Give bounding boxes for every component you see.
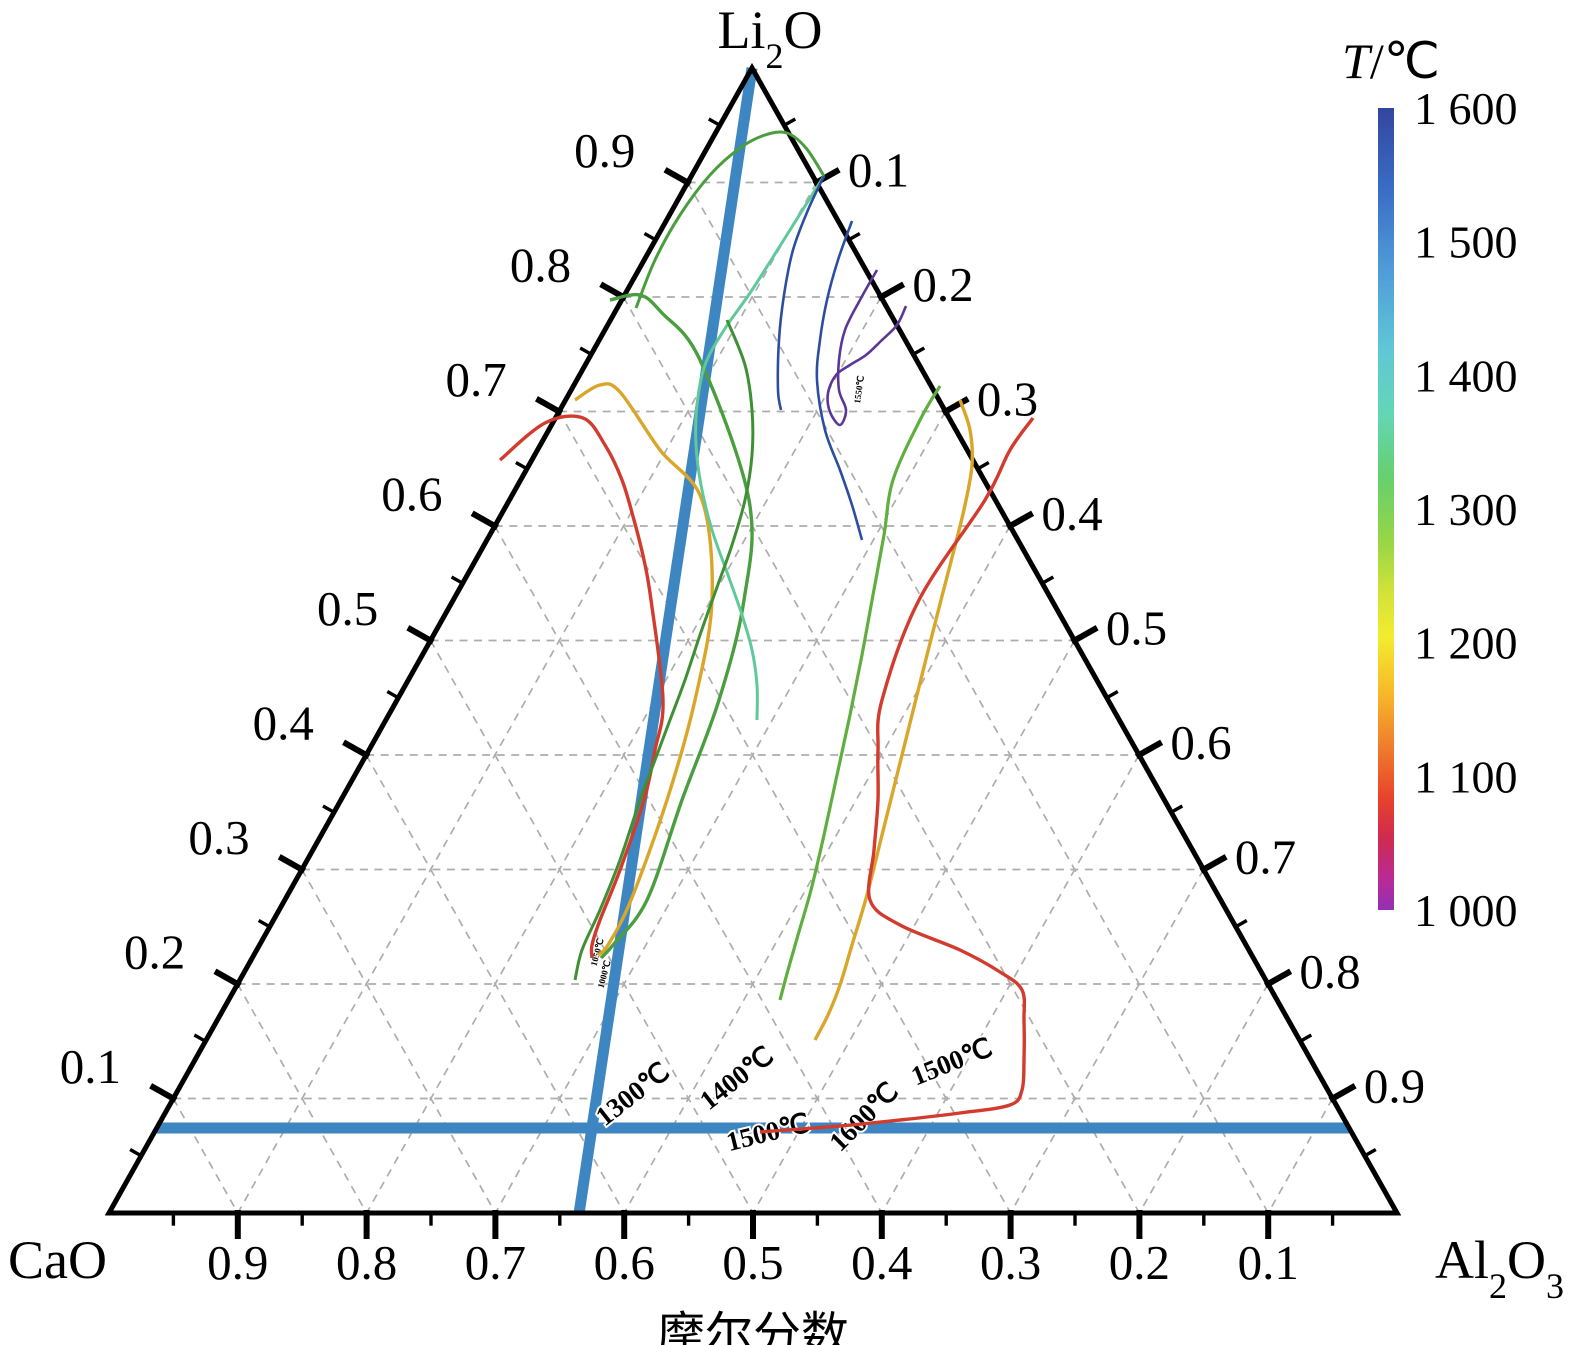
svg-text:0.7: 0.7 [446, 352, 507, 407]
svg-text:0.4: 0.4 [1041, 486, 1102, 541]
svg-text:0.9: 0.9 [574, 123, 635, 178]
svg-text:0.1: 0.1 [60, 1039, 121, 1094]
svg-text:0.2: 0.2 [1109, 1235, 1170, 1290]
svg-text:0.8: 0.8 [1299, 944, 1360, 999]
svg-text:0.6: 0.6 [381, 467, 442, 522]
svg-text:1 400: 1 400 [1414, 350, 1518, 401]
svg-text:0.7: 0.7 [1235, 830, 1296, 885]
svg-text:1 600: 1 600 [1414, 83, 1518, 134]
svg-text:0.5: 0.5 [722, 1235, 783, 1290]
svg-text:0.6: 0.6 [1170, 715, 1231, 770]
svg-text:摩尔分数: 摩尔分数 [657, 1309, 849, 1345]
svg-text:0.3: 0.3 [977, 372, 1038, 427]
svg-text:0.1: 0.1 [848, 143, 909, 198]
svg-text:0.2: 0.2 [912, 257, 973, 312]
svg-text:0.5: 0.5 [317, 581, 378, 636]
svg-text:1 200: 1 200 [1414, 618, 1518, 669]
svg-text:0.7: 0.7 [465, 1235, 526, 1290]
svg-text:0.2: 0.2 [124, 925, 185, 980]
svg-text:1 500: 1 500 [1414, 217, 1518, 268]
svg-text:CaO: CaO [8, 1230, 107, 1290]
svg-text:1 300: 1 300 [1414, 484, 1518, 535]
svg-text:1 100: 1 100 [1414, 751, 1518, 802]
svg-text:T/℃: T/℃ [1342, 33, 1440, 89]
svg-text:0.5: 0.5 [1106, 601, 1167, 656]
svg-text:0.6: 0.6 [594, 1235, 655, 1290]
svg-text:0.8: 0.8 [510, 238, 571, 293]
svg-text:0.8: 0.8 [336, 1235, 397, 1290]
svg-text:0.1: 0.1 [1238, 1235, 1299, 1290]
svg-text:0.3: 0.3 [980, 1235, 1041, 1290]
svg-text:1 000: 1 000 [1414, 885, 1518, 936]
svg-text:0.4: 0.4 [851, 1235, 912, 1290]
svg-text:0.9: 0.9 [1364, 1059, 1425, 1114]
svg-text:0.9: 0.9 [207, 1235, 268, 1290]
svg-text:0.3: 0.3 [188, 810, 249, 865]
svg-text:0.4: 0.4 [253, 696, 314, 751]
